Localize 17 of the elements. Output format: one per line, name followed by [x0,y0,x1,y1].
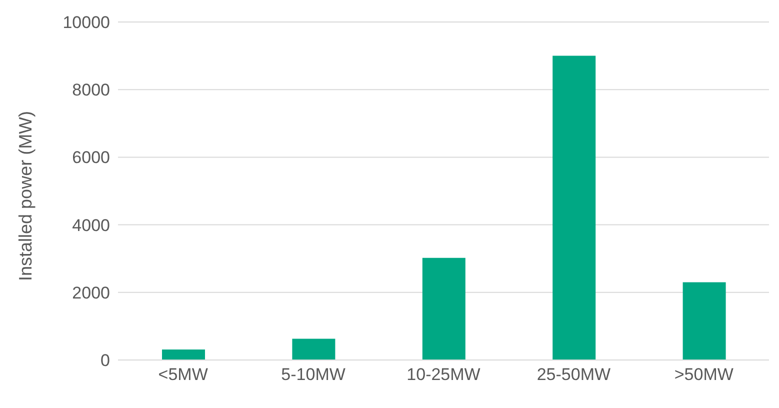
y-axis-title: Installed power (MW) [15,110,36,281]
bar [422,258,466,360]
bar [552,56,596,360]
x-tick-label: 10-25MW [406,365,480,384]
y-tick-label: 0 [100,351,110,370]
y-tick-label: 10000 [62,13,110,32]
bar [292,338,336,360]
x-tick-label: 25-50MW [536,365,611,384]
x-tick-label: 5-10MW [281,365,346,384]
bar [162,350,205,360]
y-tick-label: 4000 [72,216,110,235]
bar [682,282,726,360]
y-tick-label: 6000 [72,148,110,168]
y-tick-label: 2000 [72,283,110,302]
x-tick-label: >50MW [674,365,734,384]
x-tick-label: <5MW [158,365,208,384]
y-tick-label: 8000 [72,80,110,100]
